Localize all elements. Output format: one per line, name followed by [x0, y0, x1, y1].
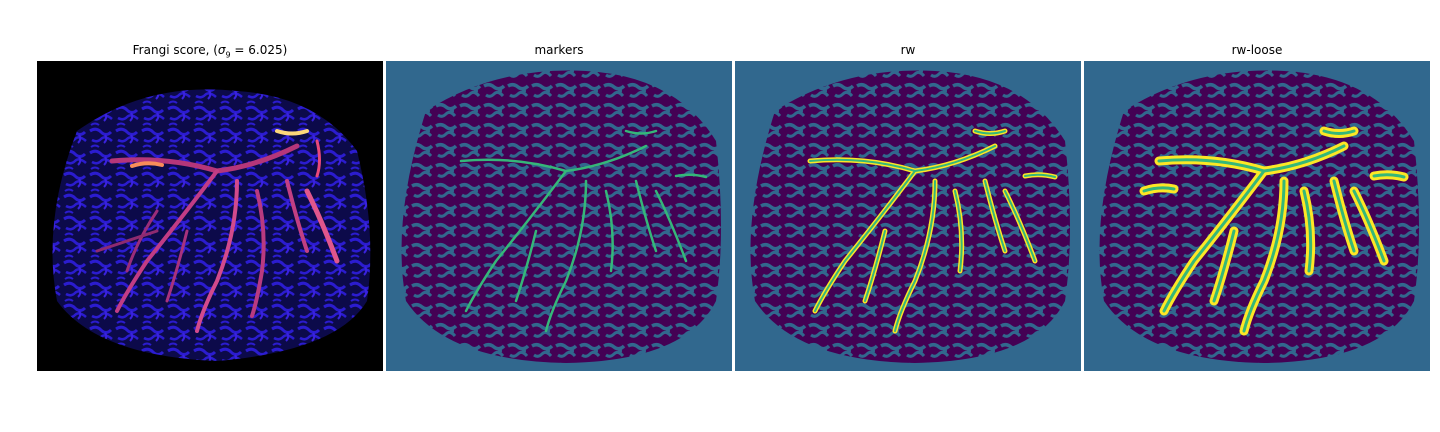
rw-panel-title: rw	[900, 43, 916, 57]
markers-tissue	[401, 70, 721, 363]
rw-loose-tissue	[1099, 70, 1419, 363]
frangi-vessels	[95, 129, 340, 333]
frangi-score-image	[37, 61, 383, 371]
rw-canvas	[735, 61, 1081, 371]
rw-loose-panel-title: rw-loose	[1231, 43, 1283, 57]
frangi-panel-title: Frangi score, (σ9 = 6.025)	[132, 43, 288, 60]
rw-image	[735, 61, 1081, 371]
rw-tissue	[750, 70, 1070, 363]
frangi-score-canvas	[37, 61, 383, 371]
rw-loose-image	[1084, 61, 1430, 371]
rw-loose-vessels	[1139, 126, 1409, 336]
markers-image	[386, 61, 732, 371]
markers-canvas	[386, 61, 732, 371]
rw-vessels	[807, 128, 1058, 334]
frangi-tissue	[52, 89, 371, 361]
rw-loose-canvas	[1084, 61, 1430, 371]
markers-panel-title: markers	[534, 43, 584, 57]
markers-vessels	[459, 129, 708, 333]
